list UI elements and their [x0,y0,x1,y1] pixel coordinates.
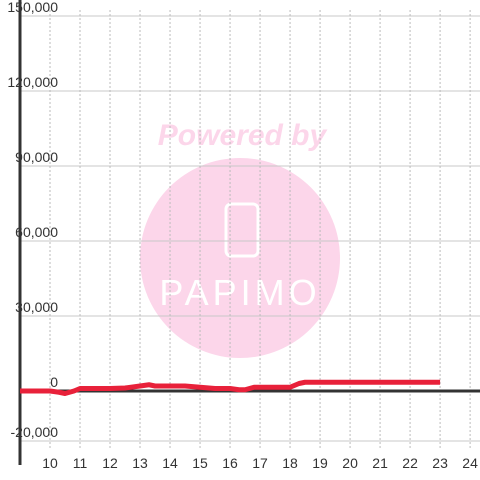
x-tick-label: 22 [402,455,418,471]
y-tick-label: 30,000 [15,299,58,315]
x-tick-label: 14 [162,455,178,471]
y-tick-label: 90,000 [15,149,58,165]
y-tick-label: -20,000 [11,424,59,440]
x-tick-label: 10 [42,455,58,471]
x-tick-label: 24 [462,455,478,471]
y-tick-label: 150,000 [7,0,58,15]
watermark-brand: PAPIMO [159,272,320,313]
x-tick-label: 12 [102,455,118,471]
x-tick-label: 19 [312,455,328,471]
x-tick-label: 23 [432,455,448,471]
x-tick-label: 17 [252,455,268,471]
x-tick-label: 16 [222,455,238,471]
line [20,379,441,396]
x-tick-label: 15 [192,455,208,471]
x-tick-label: 21 [372,455,388,471]
watermark-phone [224,202,260,258]
y-tick-label: 120,000 [7,74,58,90]
watermark-title: Powered by [158,119,328,152]
y-tick-label: 60,000 [15,224,58,240]
x-tick-label: 20 [342,455,358,471]
y-tick-label: 0 [50,374,58,390]
x-tick-label: 18 [282,455,298,471]
x-tick-label: 13 [132,455,148,471]
x-tick-label: 11 [73,455,88,471]
